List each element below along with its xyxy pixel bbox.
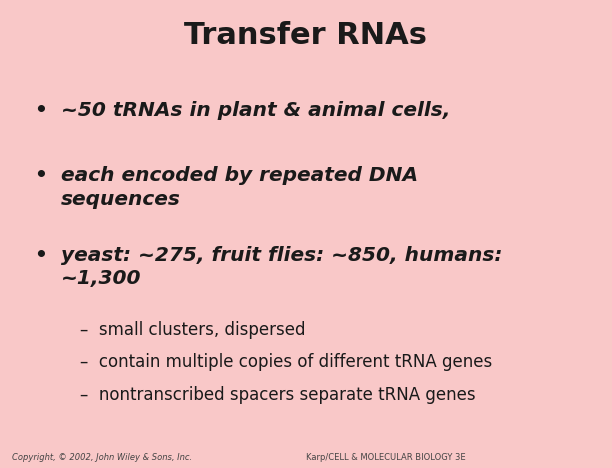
Text: •: • [34,101,47,120]
Text: each encoded by repeated DNA
sequences: each encoded by repeated DNA sequences [61,166,419,209]
Text: –  contain multiple copies of different tRNA genes: – contain multiple copies of different t… [80,353,492,371]
Text: –  nontranscribed spacers separate tRNA genes: – nontranscribed spacers separate tRNA g… [80,386,475,404]
Text: •: • [34,166,47,185]
Text: Transfer RNAs: Transfer RNAs [184,21,428,50]
Text: Karp/CELL & MOLECULAR BIOLOGY 3E: Karp/CELL & MOLECULAR BIOLOGY 3E [306,453,466,462]
Text: –  small clusters, dispersed: – small clusters, dispersed [80,321,305,338]
Text: Copyright, © 2002, John Wiley & Sons, Inc.: Copyright, © 2002, John Wiley & Sons, In… [12,453,192,462]
Text: ~50 tRNAs in plant & animal cells,: ~50 tRNAs in plant & animal cells, [61,101,450,120]
Text: •: • [34,246,47,265]
Text: yeast: ~275, fruit flies: ~850, humans:
~1,300: yeast: ~275, fruit flies: ~850, humans: … [61,246,502,288]
